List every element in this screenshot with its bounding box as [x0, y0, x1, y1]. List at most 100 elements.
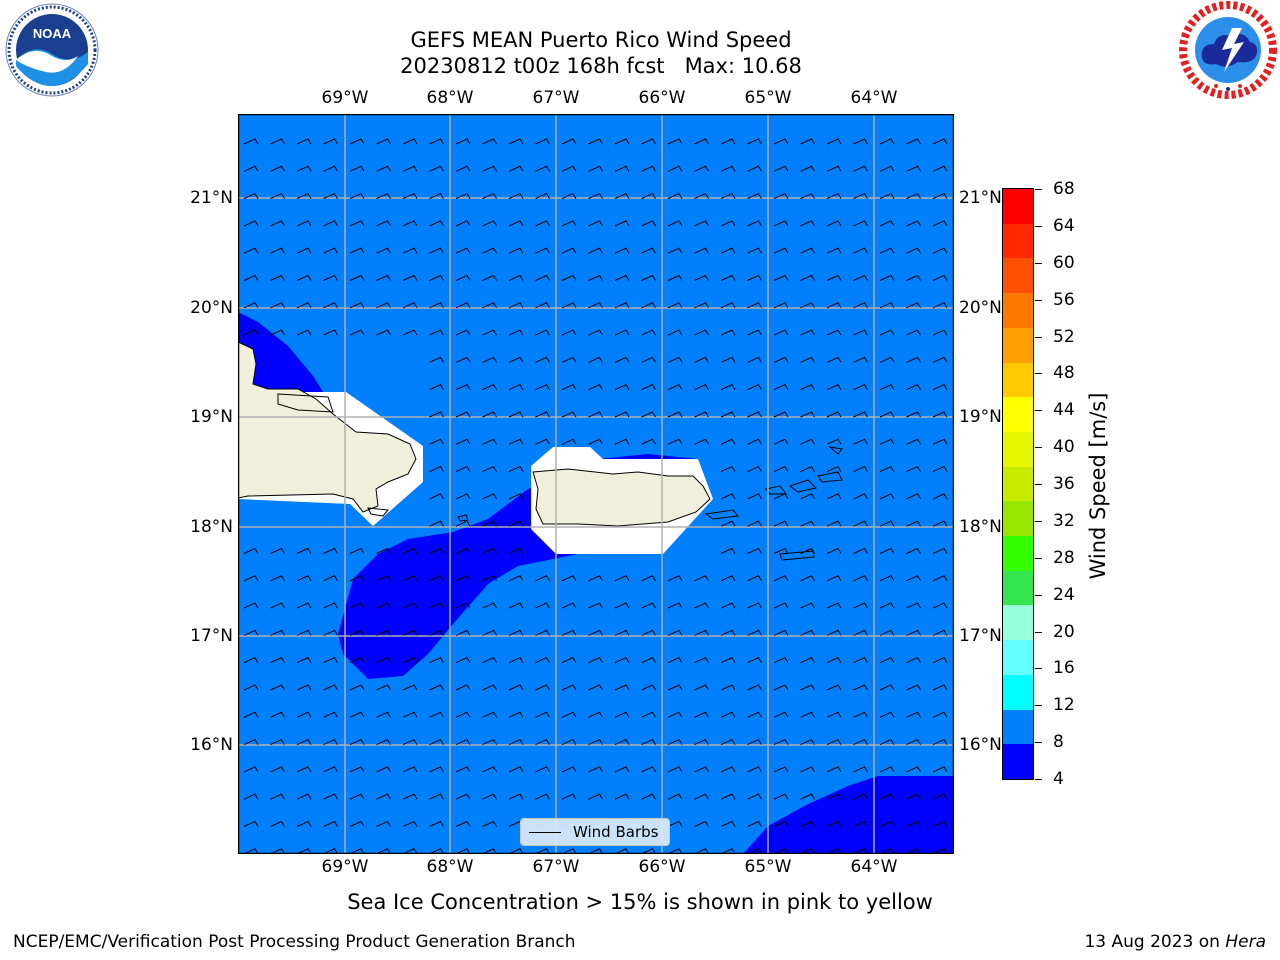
wind-barb [588, 138, 603, 145]
wind-barb [455, 465, 471, 473]
lat-label-left-17n: 17°N [190, 626, 233, 646]
wind-barb [614, 356, 630, 363]
wind-barb [853, 438, 868, 445]
wind-barb [694, 274, 709, 281]
wind-barb [561, 247, 577, 254]
wind-barb [614, 274, 630, 281]
wind-barb [773, 793, 789, 800]
wind-barb [588, 165, 603, 172]
wind-barb [853, 329, 868, 336]
wind-barb [747, 520, 762, 527]
wind-barb [508, 356, 524, 363]
wind-barb [508, 793, 524, 800]
wind-barb [879, 520, 895, 527]
colorbar-segment [1003, 258, 1033, 294]
wind-barb [376, 547, 391, 554]
wind-barb [694, 602, 709, 609]
wind-barb [561, 302, 577, 309]
wind-barb [906, 493, 921, 500]
colorbar-tick [1035, 484, 1042, 485]
wind-barb [429, 356, 444, 363]
wind-barb [243, 138, 259, 145]
wind-barb [614, 738, 630, 746]
wind-barb [906, 329, 921, 336]
wind-barb [323, 575, 338, 582]
wind-barb [879, 766, 895, 773]
wind-barb [800, 465, 815, 473]
wind-barb [482, 220, 497, 227]
wind-barb [270, 684, 285, 691]
land-st-croix [779, 550, 815, 561]
wind-barbs-legend: Wind Barbs [520, 818, 670, 846]
wind-barb [826, 165, 842, 172]
wind-barb [614, 329, 630, 336]
wind-barb [349, 247, 365, 254]
wind-barb [508, 247, 524, 254]
wind-barb [402, 302, 418, 309]
wind-barb [906, 738, 921, 746]
wind-barb [508, 411, 524, 418]
wind-barb [296, 575, 312, 582]
wind-barb [508, 302, 524, 309]
wind-barb [667, 602, 683, 609]
wind-barb [508, 138, 524, 145]
wind-barb [853, 766, 868, 773]
wind-barb [455, 493, 471, 500]
wind-barb [270, 657, 285, 664]
wind-barb [402, 738, 418, 746]
wind-barb [773, 274, 789, 281]
map-canvas [238, 114, 954, 854]
wind-barb [694, 220, 709, 227]
lat-label-left-21n: 21°N [190, 188, 233, 208]
wind-barb [482, 520, 497, 527]
colorbar-segment [1003, 362, 1033, 398]
land-virgin-islands-2 [788, 479, 817, 493]
wind-barb [323, 329, 338, 336]
wind-barb [535, 165, 550, 172]
wind-barb [667, 848, 683, 854]
wind-barb [747, 274, 762, 281]
wind-barb [800, 793, 815, 800]
wind-barb [614, 766, 630, 773]
wind-barb [270, 766, 285, 773]
wind-barb [429, 138, 444, 145]
wind-barb [482, 738, 497, 746]
wind-barb [323, 302, 338, 309]
wind-barb [376, 329, 391, 336]
colorbar-tick [1035, 594, 1042, 596]
wind-barb [429, 165, 444, 172]
wind-barb [455, 192, 471, 200]
wind-barb [826, 274, 842, 281]
wind-barb [879, 384, 895, 391]
wind-barb [614, 165, 630, 172]
lat-label-right-18n: 18°N [959, 517, 1002, 537]
wind-barb [853, 493, 868, 500]
wind-barb [561, 438, 577, 445]
wind-barb [853, 738, 868, 746]
colorbar-segment [1003, 223, 1033, 259]
wind-barb [853, 384, 868, 391]
wind-barb [508, 629, 524, 636]
wind-barb [932, 220, 948, 227]
wind-barb [402, 684, 418, 691]
wind-barb [641, 602, 656, 609]
wind-barb [455, 738, 471, 746]
wind-barb [270, 602, 285, 609]
wind-barb [773, 384, 789, 391]
wind-barb [561, 848, 577, 854]
wind-barb [402, 711, 418, 718]
wind-barb [535, 684, 550, 691]
wind-barb [879, 165, 895, 172]
wind-barb [879, 793, 895, 800]
wind-barb [455, 247, 471, 254]
wind-barb [641, 274, 656, 281]
wind-barb [694, 247, 709, 254]
wind-barb [720, 329, 736, 336]
wind-barb [694, 657, 709, 664]
wind-barb [482, 302, 497, 309]
wind-barb [641, 384, 656, 391]
wind-barb [243, 192, 259, 200]
wind-barb [879, 220, 895, 227]
wind-barb [508, 547, 524, 554]
wind-barb [773, 738, 789, 746]
